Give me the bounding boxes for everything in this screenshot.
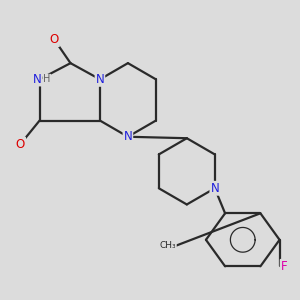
Text: F: F: [281, 260, 287, 273]
Text: O: O: [16, 138, 25, 151]
Text: H: H: [43, 74, 50, 84]
Text: N: N: [96, 73, 104, 86]
Text: N: N: [124, 130, 132, 143]
Text: N: N: [210, 182, 219, 195]
Text: CH₃: CH₃: [159, 241, 176, 250]
Text: N: N: [33, 73, 42, 86]
Text: O: O: [50, 33, 59, 46]
